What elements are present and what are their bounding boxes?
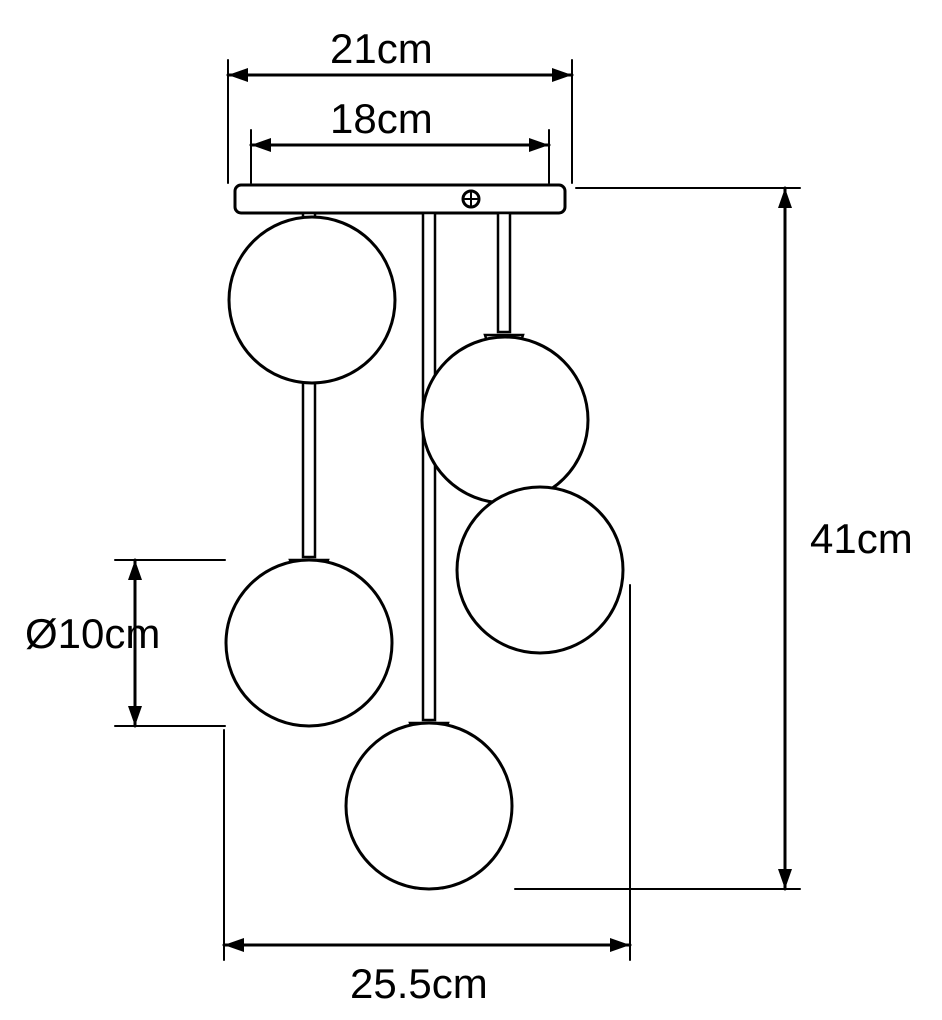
dim-label-top-inner: 18cm (330, 95, 433, 143)
dim-label-bottom: 25.5cm (350, 960, 488, 1008)
dim-label-right: 41cm (810, 515, 913, 563)
diagram-stage: 21cm 18cm 41cm 25.5cm Ø10cm (0, 0, 942, 1020)
diagram-svg (0, 0, 942, 1020)
dim-label-diameter: Ø10cm (25, 610, 160, 658)
dim-label-top-outer: 21cm (330, 25, 433, 73)
